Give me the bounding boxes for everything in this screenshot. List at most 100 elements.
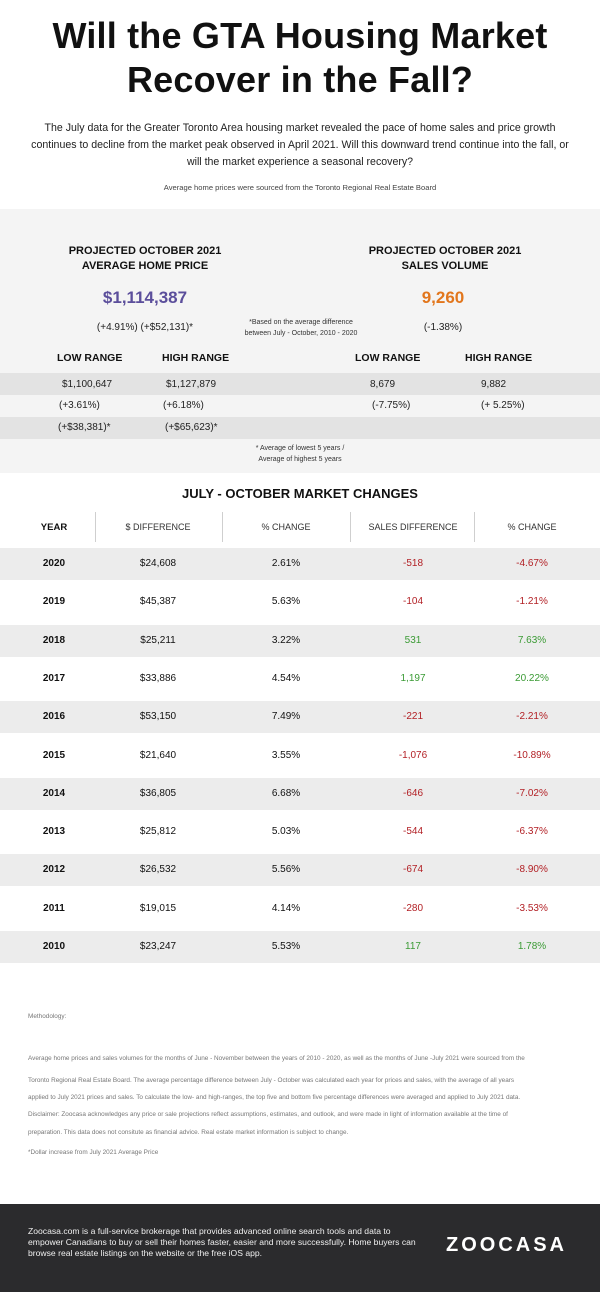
header-year: YEAR [40, 522, 68, 533]
table-row: 2016 $53,150 7.49% -221 -2.21% [0, 701, 600, 733]
year-cell: 2017 [42, 673, 66, 684]
price-low-percent: (+3.61%) [59, 400, 100, 411]
methodology-line: Average home prices and sales volumes fo… [28, 1055, 525, 1062]
projection-footnote-line2: between July - October, 2010 - 2020 [244, 330, 358, 337]
table-row: 2014 $36,805 6.68% -646 -7.02% [0, 778, 600, 810]
sales-difference-cell: -221 [402, 711, 423, 722]
table-row: 2013 $25,812 5.03% -544 -6.37% [0, 816, 600, 848]
volume-high-range-label: HIGH RANGE [465, 352, 533, 364]
price-high-range-label: HIGH RANGE [162, 352, 230, 364]
dollar-difference-cell: $45,387 [139, 596, 177, 607]
table-row: 2017 $33,886 4.54% 1,197 20.22% [0, 663, 600, 695]
sales-difference-cell: -104 [402, 596, 423, 607]
year-cell: 2011 [43, 903, 65, 914]
methodology-line: *Dollar increase from July 2021 Average … [28, 1149, 159, 1156]
percent-change-cell: 3.55% [271, 750, 301, 761]
dollar-difference-cell: $21,640 [139, 750, 177, 761]
sales-difference-cell: -646 [402, 788, 423, 799]
table-row: 2010 $23,247 5.53% 117 1.78% [0, 931, 600, 963]
footer: Zoocasa.com is a full-service brokerage … [0, 1204, 600, 1292]
dollar-difference-cell: $24,608 [139, 558, 177, 569]
sales-percent-change-cell: -7.02% [516, 788, 548, 799]
year-cell: 2016 [42, 711, 66, 722]
range-footnote: * Average of lowest 5 years / Average of… [225, 443, 375, 465]
projected-volume-value: 9,260 [421, 288, 465, 307]
table-row: 2011 $19,015 4.14% -280 -3.53% [0, 893, 600, 925]
volume-heading-line1: PROJECTED OCTOBER 2021 [368, 245, 522, 257]
year-cell: 2018 [42, 635, 66, 646]
sales-percent-change-cell: -6.37% [516, 826, 548, 837]
volume-low-value: 8,679 [370, 379, 396, 390]
sales-percent-change-cell: 1.78% [517, 941, 547, 952]
volume-heading-line2: SALES VOLUME [401, 260, 489, 272]
volume-low-range-label: LOW RANGE [355, 352, 421, 364]
price-high-dollar: (+$65,623)* [165, 422, 218, 433]
price-low-range-label: LOW RANGE [57, 352, 123, 364]
price-heading-line1: PROJECTED OCTOBER 2021 [68, 245, 222, 257]
methodology-line: Disclaimer: Zoocasa acknowledges any pri… [28, 1111, 508, 1118]
header-divider-1 [95, 512, 96, 542]
header-percent-change: % CHANGE [261, 522, 311, 532]
percent-change-cell: 7.49% [271, 711, 301, 722]
dollar-difference-cell: $25,211 [140, 635, 176, 646]
title-line-1: Will the GTA Housing Market [52, 15, 548, 56]
header-dollar-difference: $ DIFFERENCE [125, 522, 191, 532]
year-cell: 2015 [42, 750, 66, 761]
projection-footnote: *Based on the average difference between… [226, 317, 376, 339]
range-footnote-line1: * Average of lowest 5 years / [255, 445, 345, 452]
year-cell: 2014 [42, 788, 66, 799]
footer-text: Zoocasa.com is a full-service brokerage … [28, 1226, 416, 1258]
percent-change-cell: 5.56% [271, 864, 301, 875]
sales-difference-cell: -1,076 [398, 750, 428, 761]
projection-footnote-line1: *Based on the average difference [249, 319, 353, 326]
sales-percent-change-cell: -4.67% [516, 558, 548, 569]
percent-change-cell: 4.54% [271, 673, 301, 684]
sales-percent-change-cell: 20.22% [515, 673, 549, 684]
sales-difference-cell: -280 [402, 903, 423, 914]
title-line-2: Recover in the Fall? [126, 59, 474, 100]
sales-difference-cell: -544 [402, 826, 423, 837]
methodology-line: applied to July 2021 prices and sales. T… [28, 1094, 521, 1101]
methodology-line: Methodology: [28, 1013, 67, 1020]
dollar-difference-cell: $33,886 [139, 673, 177, 684]
volume-heading: PROJECTED OCTOBER 2021 SALES VOLUME [340, 244, 550, 274]
projected-volume-change: (-1.38%) [423, 322, 463, 333]
percent-change-cell: 4.14% [271, 903, 301, 914]
dollar-difference-cell: $19,015 [139, 903, 177, 914]
percent-change-cell: 5.53% [271, 941, 301, 952]
projected-price-change: (+4.91%) (+$52,131)* [96, 322, 194, 333]
year-cell: 2020 [42, 558, 66, 569]
volume-high-value: 9,882 [481, 379, 507, 390]
range-band-2 [0, 417, 600, 439]
table-row: 2015 $21,640 3.55% -1,076 -10.89% [0, 740, 600, 772]
year-cell: 2010 [42, 941, 66, 952]
year-cell: 2012 [42, 864, 66, 875]
sales-difference-cell: 117 [405, 941, 421, 952]
percent-change-cell: 3.22% [271, 635, 301, 646]
zoocasa-logo: ZOOCASA [446, 1234, 567, 1256]
sales-difference-cell: -518 [402, 558, 423, 569]
sales-percent-change-cell: -3.53% [516, 903, 548, 914]
price-high-percent: (+6.18%) [163, 400, 204, 411]
range-band-1 [0, 373, 600, 395]
price-low-value: $1,100,647 [62, 379, 113, 390]
dollar-difference-cell: $26,532 [139, 864, 177, 875]
sales-percent-change-cell: -10.89% [513, 750, 551, 761]
sales-percent-change-cell: 7.63% [517, 635, 547, 646]
table-row: 2012 $26,532 5.56% -674 -8.90% [0, 854, 600, 886]
table-row: 2018 $25,211 3.22% 531 7.63% [0, 625, 600, 657]
header-divider-3 [350, 512, 351, 542]
price-high-value: $1,127,879 [166, 379, 217, 390]
source-note: Average home prices were sourced from th… [163, 183, 437, 192]
volume-low-percent: (-7.75%) [372, 400, 411, 411]
range-footnote-line2: Average of highest 5 years [258, 456, 342, 463]
projection-panel: PROJECTED OCTOBER 2021 AVERAGE HOME PRIC… [0, 209, 600, 473]
sales-difference-cell: -674 [402, 864, 423, 875]
sales-difference-cell: 531 [404, 635, 422, 646]
changes-title: JULY - OCTOBER MARKET CHANGES [182, 486, 418, 501]
sales-difference-cell: 1,197 [400, 673, 426, 684]
price-low-dollar: (+$38,381)* [58, 422, 111, 433]
year-cell: 2019 [42, 596, 66, 607]
percent-change-cell: 5.63% [271, 596, 301, 607]
dollar-difference-cell: $23,247 [139, 941, 177, 952]
